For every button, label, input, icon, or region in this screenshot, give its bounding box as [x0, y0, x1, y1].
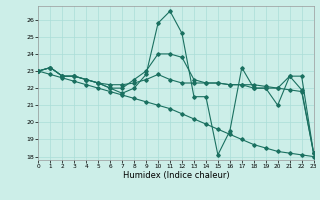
X-axis label: Humidex (Indice chaleur): Humidex (Indice chaleur) [123, 171, 229, 180]
